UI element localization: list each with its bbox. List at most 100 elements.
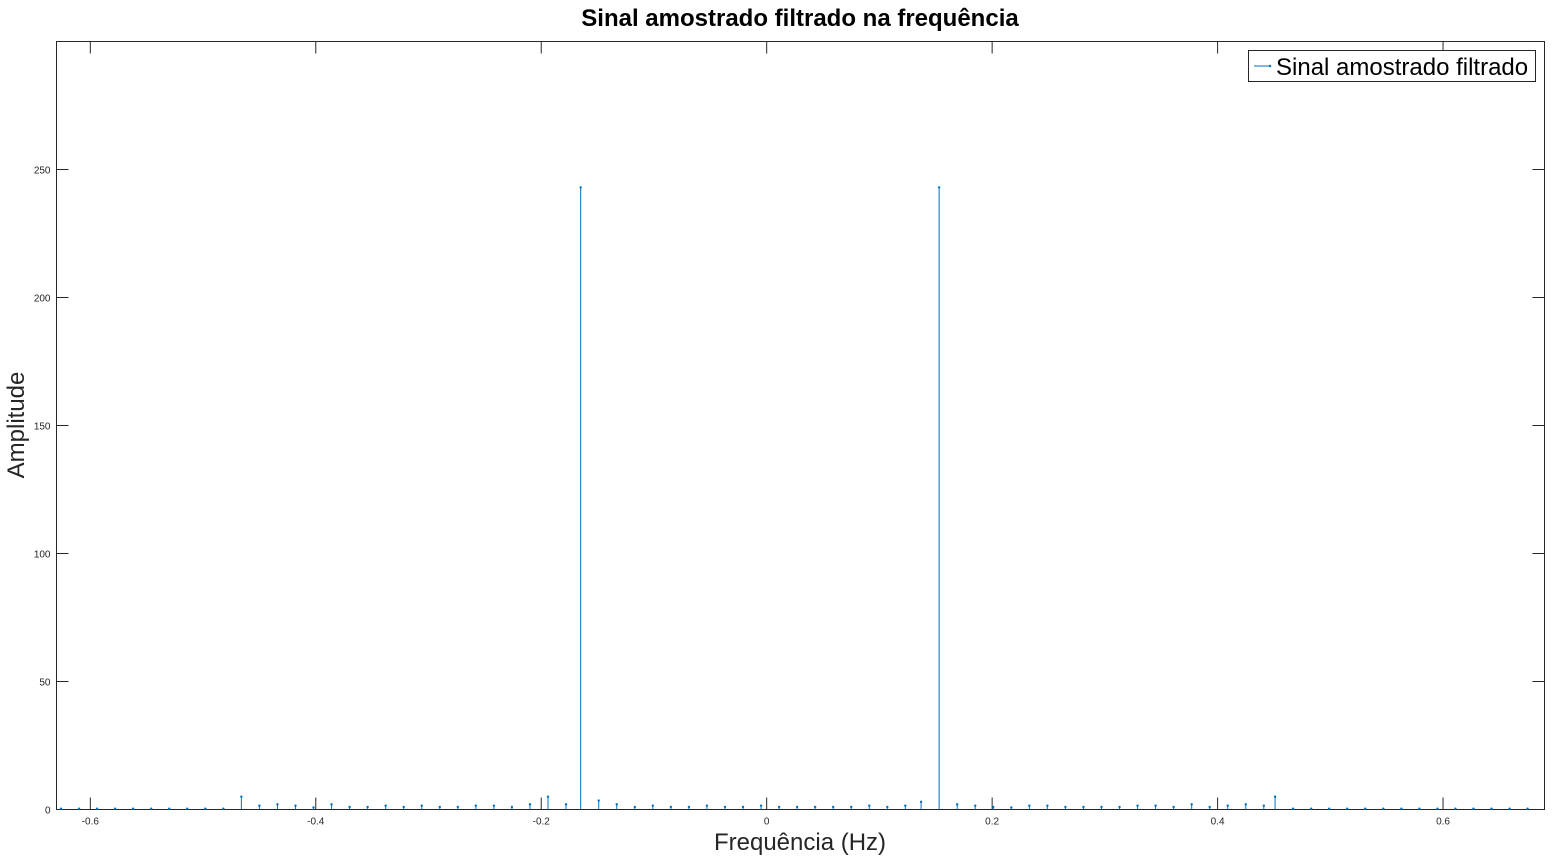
stem-marker [919, 800, 923, 804]
stem-marker [59, 807, 63, 810]
stem-marker [813, 805, 817, 809]
stem-marker [1154, 804, 1157, 807]
stem-marker [348, 805, 351, 809]
x-tick-label: 0.4 [1211, 817, 1225, 828]
stem-marker [1490, 807, 1493, 810]
stem-marker [131, 807, 135, 810]
stem-marker [904, 804, 907, 807]
data-series [59, 186, 1529, 810]
stem-marker [937, 186, 941, 189]
stem-marker [528, 803, 532, 806]
stem-marker [615, 803, 618, 806]
stem-marker [992, 805, 995, 809]
stem-marker [597, 799, 600, 802]
stem-marker [384, 804, 387, 807]
stem-marker [366, 805, 369, 809]
stem-marker [438, 805, 441, 809]
y-tick-label: 0 [45, 806, 51, 817]
stem-marker [723, 805, 727, 809]
stem-marker [1418, 807, 1421, 810]
stem-marker [741, 805, 745, 809]
stem-marker [312, 806, 315, 809]
stem-marker [456, 805, 460, 809]
stem-marker [564, 803, 568, 806]
x-tick-label: 0.6 [1436, 817, 1450, 828]
stem-marker [1309, 807, 1313, 810]
stem-marker [1436, 807, 1439, 810]
legend: Sinal amostrado filtrado [1248, 50, 1536, 82]
stem-marker [1100, 805, 1103, 809]
y-tick-label: 150 [34, 422, 51, 433]
plot-area [56, 41, 1545, 810]
stem-marker [276, 803, 279, 806]
stem-marker [1382, 807, 1385, 810]
stem-marker [1346, 807, 1349, 810]
stem-marker [795, 805, 799, 809]
stem-marker [868, 804, 871, 807]
x-tick-label: 0.2 [985, 817, 999, 828]
stem-marker [510, 805, 514, 809]
stem-marker [1262, 804, 1266, 807]
y-tick-label: 50 [39, 678, 51, 689]
stem-marker [850, 805, 853, 809]
stem-marker [1472, 807, 1475, 810]
stem-marker [633, 805, 636, 809]
stem-marker [687, 805, 691, 809]
stem-marker [1190, 803, 1193, 806]
stem-marker [1172, 805, 1175, 809]
stem-marker [1208, 805, 1211, 809]
stem-marker [955, 803, 959, 806]
stem-marker [1082, 805, 1085, 809]
stem-marker [1064, 805, 1067, 809]
stem-marker [1118, 805, 1121, 809]
stem-marker [77, 807, 81, 810]
stem-marker [1508, 807, 1511, 810]
stem-marker [777, 805, 781, 809]
y-tick-label: 250 [34, 166, 51, 177]
stem-marker [886, 805, 889, 809]
y-axis-label: Amplitude [3, 372, 30, 479]
stem-marker [759, 804, 763, 807]
stem-marker [1028, 804, 1031, 807]
x-tick-label: -0.6 [82, 817, 100, 828]
stem-marker [669, 805, 673, 809]
stem-marker [474, 804, 478, 807]
x-tick-label: -0.4 [307, 817, 325, 828]
stem-marker [651, 804, 655, 807]
x-tick-label: -0.2 [533, 817, 551, 828]
stem-marker [204, 807, 207, 810]
stem-marker [492, 804, 496, 807]
stem-marker [1327, 807, 1331, 810]
stem-marker [420, 804, 423, 807]
stem-marker [1291, 807, 1295, 810]
stem-marker [1136, 804, 1139, 807]
stem-marker [1364, 807, 1367, 810]
legend-box [1248, 50, 1536, 82]
stem-marker [579, 186, 582, 189]
stem-marker [1226, 804, 1229, 807]
stem-marker [974, 804, 977, 807]
x-tick-label: 0 [764, 817, 770, 828]
stem-marker [1244, 803, 1247, 806]
stem-marker [330, 803, 333, 806]
stem-marker [1273, 795, 1277, 798]
y-tick-label: 100 [34, 550, 51, 561]
legend-label: Sinal amostrado filtrado [1276, 54, 1528, 81]
stem-marker [1046, 804, 1049, 807]
axis-ticks: -0.6 -0.4 -0.2 0 0.2 0.4 0.6 0 50 100 150 200 250 [34, 41, 1545, 828]
stem-marker [1526, 807, 1529, 810]
stem-marker [149, 807, 153, 810]
stem-marker [831, 805, 835, 809]
stem-marker [186, 807, 189, 810]
stem-marker [294, 804, 297, 807]
y-tick-label: 200 [34, 294, 51, 305]
stem-marker [240, 795, 243, 798]
stem-marker [705, 804, 709, 807]
legend-marker [1268, 64, 1272, 68]
stem-marker [546, 795, 550, 798]
stem-marker [258, 804, 261, 807]
stem-marker [95, 807, 99, 810]
stem-marker [222, 807, 225, 810]
stem-marker [1400, 807, 1403, 810]
